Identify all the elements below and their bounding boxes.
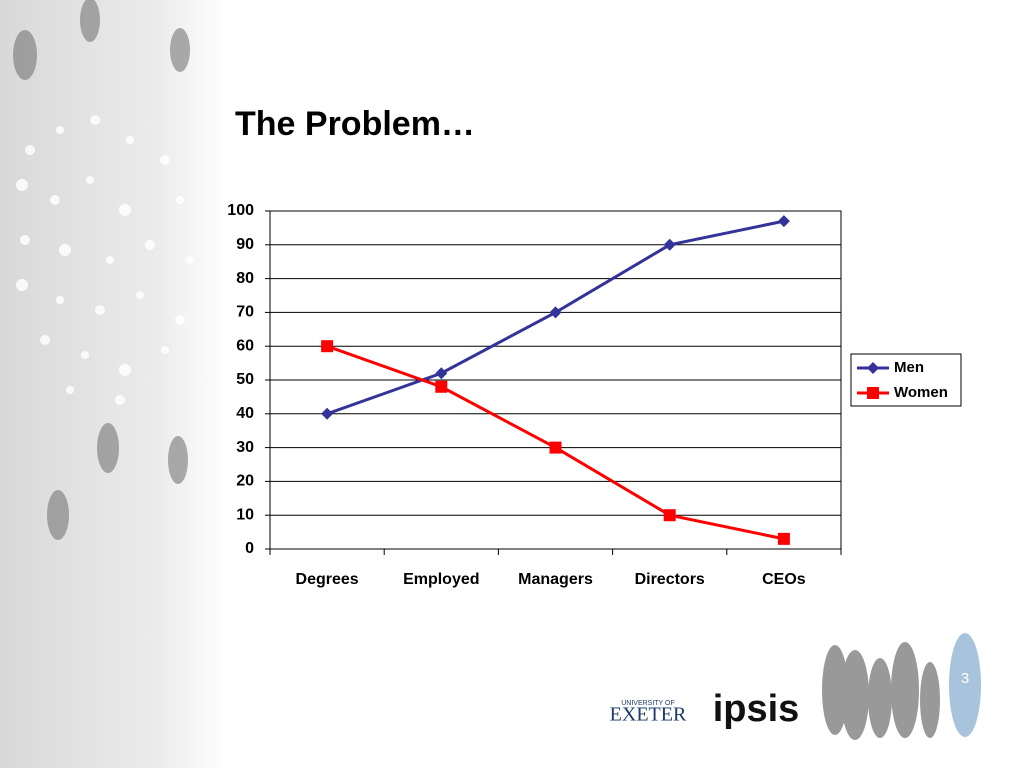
marker <box>777 215 790 228</box>
marker <box>321 407 334 420</box>
x-tick-label: Degrees <box>296 571 359 588</box>
marker <box>777 532 790 545</box>
marker <box>549 441 562 454</box>
y-tick-label: 70 <box>236 304 254 321</box>
title: The Problem… <box>235 105 475 143</box>
y-tick-label: 40 <box>236 405 254 422</box>
y-tick-label: 30 <box>236 439 254 456</box>
y-tick-label: 80 <box>236 270 254 287</box>
y-tick-label: 50 <box>236 371 254 388</box>
page-figure <box>949 633 981 737</box>
legend-label: Men <box>894 359 924 376</box>
x-tick-label: CEOs <box>762 571 806 588</box>
marker <box>663 238 676 251</box>
logo-university-top: UNIVERSITY OF <box>621 700 675 707</box>
marker <box>435 367 448 380</box>
legend-label: Women <box>894 384 948 401</box>
x-tick-label: Employed <box>403 571 479 588</box>
logo-university: EXETER <box>610 704 687 726</box>
marker <box>321 340 334 353</box>
marker <box>867 387 879 399</box>
decor-dots <box>16 115 194 405</box>
page-number: 3 <box>961 670 969 687</box>
y-tick-label: 90 <box>236 236 254 253</box>
y-tick-label: 20 <box>236 473 254 490</box>
y-tick-label: 60 <box>236 337 254 354</box>
side-panel <box>0 0 228 768</box>
decor-people <box>13 0 190 540</box>
silhouettes <box>822 642 940 740</box>
marker <box>663 509 676 522</box>
marker <box>435 380 448 393</box>
logo-ipsis: ipsis <box>713 688 800 730</box>
y-tick-label: 0 <box>245 540 254 557</box>
y-tick-label: 100 <box>227 202 254 219</box>
marker <box>867 362 879 374</box>
x-tick-label: Directors <box>635 571 705 588</box>
marker <box>549 306 562 319</box>
chart: 0 10 20 30 40 50 60 70 80 90 100 Degrees Employed Man… <box>227 202 962 588</box>
y-tick-label: 10 <box>236 506 254 523</box>
x-tick-label: Managers <box>518 571 593 588</box>
